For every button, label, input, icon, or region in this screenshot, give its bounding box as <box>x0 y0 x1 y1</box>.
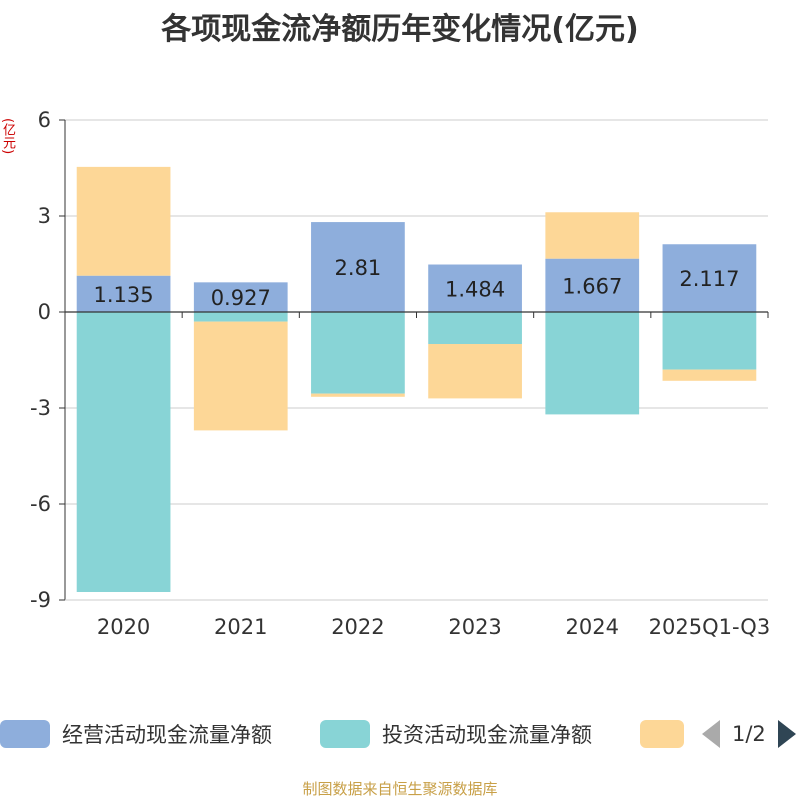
legend-page-indicator: 1/2 <box>732 722 766 746</box>
bar-investing-2025Q1-Q3 <box>662 312 757 370</box>
bar-investing-2021 <box>193 312 288 322</box>
legend-swatch-financing <box>640 720 684 748</box>
bar-financing-2023 <box>428 344 522 399</box>
y-tick-label: 6 <box>38 108 51 132</box>
legend: 经营活动现金流量净额 投资活动现金流量净额 1/2 <box>0 716 800 756</box>
bar-operating-2025Q1-Q3 <box>662 244 757 312</box>
data-label: 1.484 <box>445 277 505 301</box>
bar-financing-2021 <box>193 321 288 431</box>
legend-swatch-investing <box>320 720 370 748</box>
bar-investing-2023 <box>428 312 522 344</box>
data-label: 1.135 <box>94 283 154 307</box>
bar-financing-2020 <box>76 166 171 276</box>
legend-item-investing[interactable]: 投资活动现金流量净额 <box>320 716 592 752</box>
bar-operating-2023 <box>428 264 522 312</box>
x-tick-label: 2020 <box>97 615 150 639</box>
legend-next-icon[interactable] <box>777 720 796 748</box>
x-tick-label: 2023 <box>448 615 501 639</box>
data-label: 2.117 <box>679 267 739 291</box>
y-axis-unit: (亿元) <box>0 118 15 155</box>
bar-investing-2022 <box>311 312 405 394</box>
data-source: 制图数据来自恒生聚源数据库 <box>302 780 498 798</box>
legend-swatch-operating <box>0 720 50 748</box>
bar-chart: 6 3 0 -3 -6 -9 1.135 0.927 2.81 1.484 1.667 2.117 20… <box>30 108 771 639</box>
x-tick-label: 2024 <box>566 615 619 639</box>
data-label: 0.927 <box>211 286 271 310</box>
y-tick-label: -9 <box>30 588 51 612</box>
bar-operating-2021 <box>193 282 288 312</box>
y-tick-label: -3 <box>30 396 51 420</box>
x-tick-label: 2025Q1-Q3 <box>649 615 771 639</box>
bar-operating-2022 <box>311 222 405 312</box>
y-tick-label: 3 <box>38 204 51 228</box>
x-tick-label: 2022 <box>331 615 384 639</box>
legend-prev-icon[interactable] <box>702 720 720 748</box>
data-label: 1.667 <box>562 274 622 298</box>
legend-item-operating[interactable]: 经营活动现金流量净额 <box>0 716 272 752</box>
bar-financing-2025Q1-Q3 <box>662 369 757 381</box>
y-tick-label: 0 <box>38 300 51 324</box>
data-label: 2.81 <box>335 256 382 280</box>
y-tick-label: -6 <box>30 492 51 516</box>
legend-item-financing[interactable] <box>640 716 684 752</box>
bar-operating-2020 <box>76 275 171 312</box>
x-tick-label: 2021 <box>214 615 267 639</box>
legend-pager: 1/2 <box>702 716 796 752</box>
bar-financing-2024 <box>545 212 640 259</box>
bar-investing-2024 <box>545 312 640 415</box>
legend-label-investing: 投资活动现金流量净额 <box>382 723 592 747</box>
bar-operating-2024 <box>545 258 640 312</box>
bar-financing-2022 <box>311 393 405 397</box>
chart-title: 各项现金流净额历年变化情况(亿元) <box>161 12 639 47</box>
legend-label-operating: 经营活动现金流量净额 <box>62 723 272 747</box>
bar-investing-2020 <box>76 312 171 592</box>
